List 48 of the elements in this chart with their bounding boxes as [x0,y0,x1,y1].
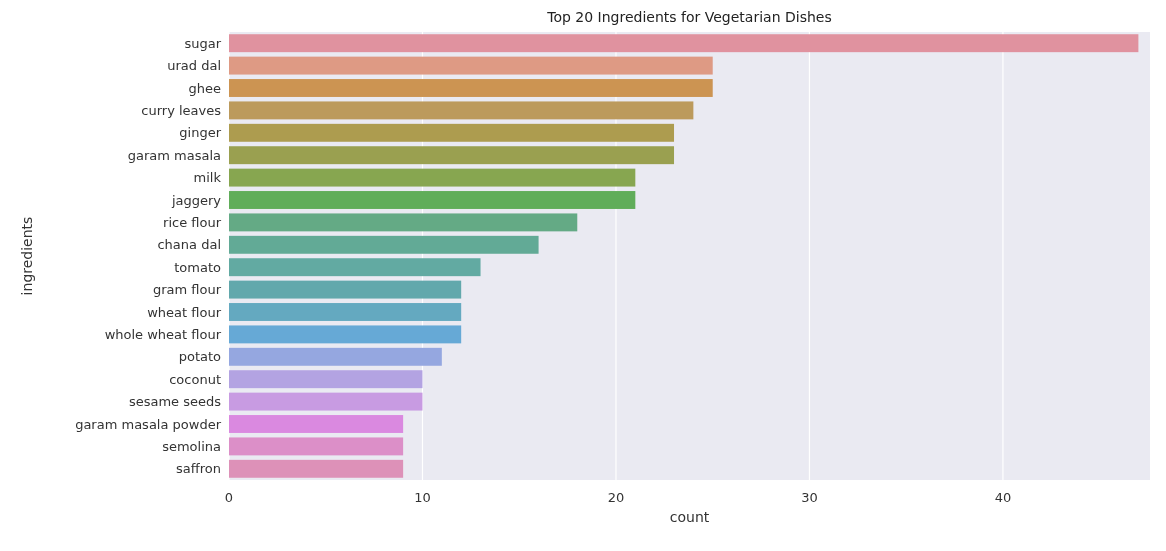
bar [229,101,694,120]
y-axis-title: ingredients [19,216,35,296]
y-tick-label: rice flour [163,214,222,230]
x-tick-label: 20 [607,490,625,505]
y-tick-label: garam masala powder [75,416,222,432]
y-tick-label: curry leaves [141,102,222,118]
y-tick-label: tomato [174,259,222,275]
y-tick-label: milk [193,170,222,186]
y-tick-label: gram flour [152,282,222,298]
y-tick-label: urad dal [167,58,221,74]
bar [229,303,462,321]
bar [229,79,713,97]
y-tick-label: jaggery [170,192,222,208]
bar [229,168,636,187]
bar [229,415,404,433]
x-tick-label: 30 [801,490,818,505]
y-tick-label: semolina [162,438,221,454]
y-tick-label: wheat flour [147,304,222,320]
bar [229,34,1139,53]
bar [229,213,578,232]
bar [229,347,442,366]
y-tick-label: coconut [169,371,221,387]
y-tick-label: ginger [179,125,222,141]
bar [229,146,675,165]
x-tick-label: 0 [224,490,234,505]
bar [229,56,713,75]
bar [229,459,404,478]
bar [229,123,675,142]
bar [229,437,404,456]
y-tick-label: ghee [188,80,221,96]
y-tick-label: whole wheat flour [104,326,222,342]
y-tick-label: chana dal [157,237,221,253]
y-tick-label: sugar [184,35,222,51]
chart-title: Top 20 Ingredients for Vegetarian Dishes [546,9,832,25]
bar [229,191,636,209]
bar [229,392,423,411]
bar [229,325,462,344]
bar [229,280,462,299]
x-tick-label: 10 [414,490,431,505]
x-tick-label: 40 [994,490,1012,505]
y-tick-label: saffron [176,461,221,477]
x-axis-title: count [669,509,710,525]
y-tick-label: garam masala [127,147,221,163]
y-tick-label: sesame seeds [128,394,222,410]
bar [229,235,539,254]
y-tick-label: potato [178,349,222,365]
bar [229,258,481,277]
bar [229,370,423,389]
